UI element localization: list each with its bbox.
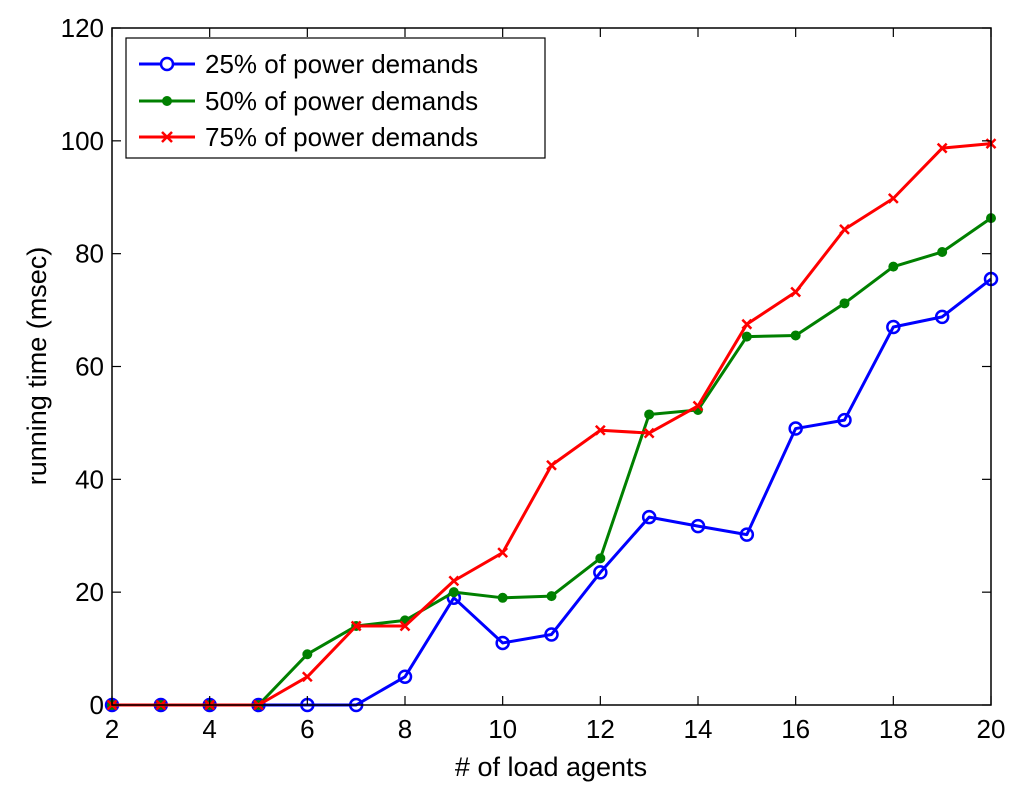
data-point-75: [741, 318, 753, 330]
data-point-50: [937, 246, 948, 257]
data-point-75: [887, 192, 899, 204]
x-tick-label: 12: [586, 714, 615, 744]
legend-entry-50: 50% of power demands: [139, 86, 478, 116]
x-axis-title: # of load agents: [455, 752, 647, 782]
data-point-50: [839, 298, 850, 309]
data-point-75: [350, 620, 362, 632]
data-point-25: [837, 412, 852, 428]
data-point-75: [497, 547, 509, 559]
legend-entry-75: 75% of power demands: [139, 122, 478, 152]
data-point-50: [595, 553, 606, 564]
data-point-50: [497, 592, 508, 603]
data-point-75: [301, 671, 313, 683]
data-point-75: [594, 424, 606, 436]
data-point-50: [546, 591, 557, 602]
data-point-50: [302, 649, 313, 660]
x-tick-label: 14: [684, 714, 713, 744]
data-point-75: [692, 400, 704, 412]
legend-marker-75: [161, 131, 173, 143]
data-point-75: [936, 142, 948, 154]
data-point-75: [399, 620, 411, 632]
data-point-50: [790, 330, 801, 341]
data-point-50: [644, 409, 655, 420]
legend: 25% of power demands 50% of power demand…: [125, 37, 546, 159]
y-tick-label: 120: [61, 13, 104, 43]
x-tick-label: 18: [879, 714, 908, 744]
legend-label-50: 50% of power demands: [205, 86, 478, 116]
x-tick-label: 2: [105, 714, 119, 744]
legend-marker-25: [159, 56, 175, 72]
data-point-25: [934, 309, 950, 325]
y-tick-label: 40: [75, 464, 104, 494]
x-tick-label: 10: [488, 714, 517, 744]
legend-entry-25: 25% of power demands: [139, 49, 478, 79]
data-point-25: [739, 527, 755, 542]
data-point-25: [544, 627, 559, 642]
data-point-50: [448, 587, 459, 598]
legend-box: [125, 37, 546, 159]
legend-label-75: 75% of power demands: [205, 122, 478, 152]
y-tick-label: 60: [75, 352, 104, 382]
data-point-75: [790, 286, 802, 298]
x-tick-label: 6: [300, 714, 314, 744]
legend-label-25: 25% of power demands: [205, 49, 478, 79]
data-point-50: [741, 331, 752, 342]
data-point-25: [788, 421, 803, 436]
data-point-25: [641, 509, 657, 525]
data-point-25: [690, 518, 706, 534]
y-tick-label: 0: [90, 690, 104, 720]
x-tick-label: 20: [977, 714, 1006, 744]
data-point-25: [397, 669, 413, 685]
data-point-25: [593, 565, 608, 580]
data-point-75: [546, 459, 557, 471]
data-point-50: [888, 261, 899, 272]
data-point-75: [643, 427, 655, 439]
y-axis-title: running time (msec): [22, 247, 52, 486]
ticks-layer: 2 4 6 8 10 12 14 16 18 20 0 20 40 60 80 100 120: [61, 13, 1006, 744]
y-tick-label: 100: [61, 126, 104, 156]
y-tick-label: 20: [75, 577, 104, 607]
y-tick-label: 80: [75, 239, 104, 269]
data-point-25: [886, 319, 901, 335]
x-tick-label: 8: [398, 714, 412, 744]
legend-marker-50: [162, 96, 172, 106]
data-point-25: [495, 635, 510, 651]
x-tick-label: 4: [202, 714, 216, 744]
data-point-75: [448, 575, 460, 587]
x-tick-label: 16: [781, 714, 810, 744]
data-point-75: [839, 224, 850, 235]
